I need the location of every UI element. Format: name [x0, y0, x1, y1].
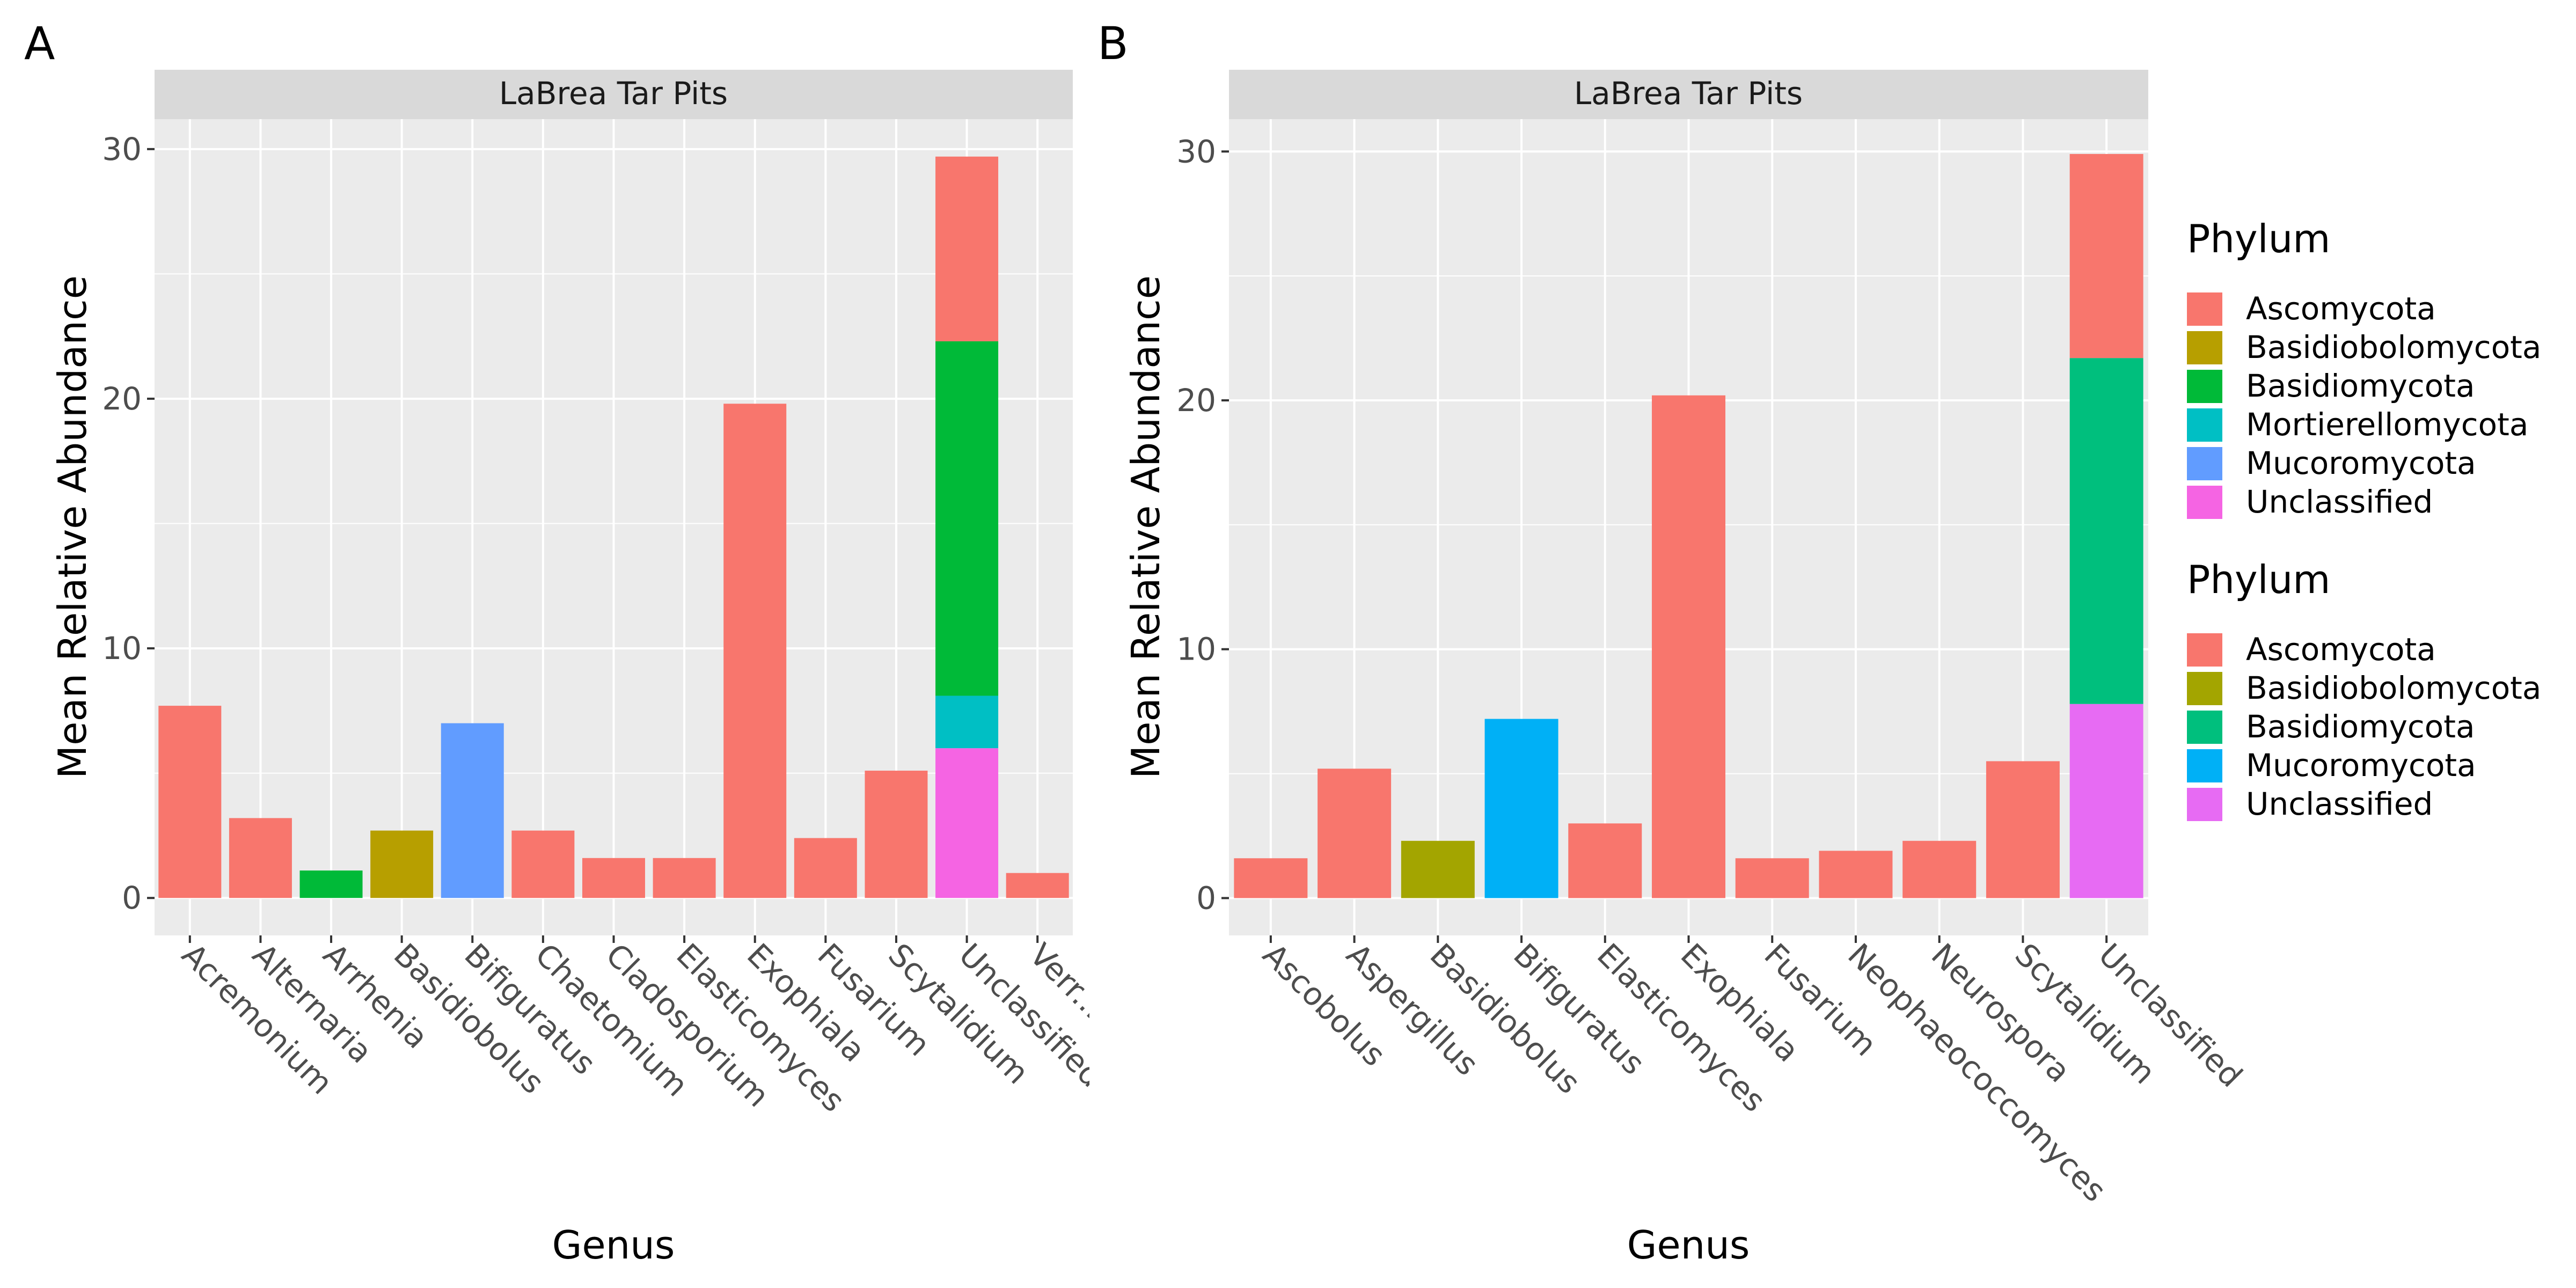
legend-phylum-a: Phylum AscomycotaBasidiobolomycotaBasidio… — [2187, 216, 2541, 520]
bar-segment — [1401, 840, 1475, 898]
bar-segment — [935, 696, 999, 749]
bar-segment — [299, 870, 363, 898]
legend-label: Mucoromycota — [2246, 445, 2476, 481]
bar-segment — [1484, 719, 1558, 898]
y-tick-label: 20 — [1176, 382, 1216, 419]
y-tick-label: 10 — [102, 630, 142, 667]
panel-a-x-axis-title: Genus — [552, 1223, 675, 1268]
panel-a-y-ticks: 0 10 20 30 — [102, 131, 155, 916]
bar-segment — [2069, 358, 2143, 704]
x-tick-label: Unclassified — [2091, 936, 2249, 1094]
legend-label: Basidiomycota — [2246, 368, 2475, 404]
legend-label: Ascomycota — [2246, 290, 2436, 327]
bar-segment — [229, 818, 292, 898]
legend-swatch — [2187, 788, 2222, 821]
legend-label: Basidiomycota — [2246, 708, 2475, 745]
legend-label: Mucoromycota — [2246, 747, 2476, 784]
legend-swatch — [2187, 672, 2222, 705]
y-tick-label: 30 — [102, 131, 142, 167]
bar-segment — [865, 771, 928, 898]
panel-b: B LaBrea Tar Pits 0 10 20 30 AscobolusAsper… — [1097, 17, 2250, 1268]
legend-label: Basidiobolomycota — [2246, 329, 2541, 365]
bar-segment — [1234, 858, 1308, 898]
bar-segment — [1568, 823, 1642, 898]
legend-title: Phylum — [2187, 557, 2330, 602]
bar-segment — [2069, 704, 2143, 898]
bar-segment — [1819, 851, 1893, 898]
bar-segment — [723, 404, 787, 898]
panel-a-strip — [155, 70, 1073, 119]
x-tick-labels: AcremoniumAlternariaArrheniaBasidiobolus… — [175, 936, 1089, 1119]
bar-segment — [370, 830, 434, 898]
panel-b-tag: B — [1097, 17, 1129, 70]
bar-segment — [1006, 873, 1069, 898]
bar-segment — [441, 723, 504, 898]
bar-segment — [1735, 858, 1809, 898]
legend-swatch — [2187, 370, 2222, 403]
panel-a: A LaBrea Tar Pits 0 10 20 30 AcremoniumAlte… — [24, 17, 1089, 1268]
legend-swatch — [2187, 292, 2222, 326]
bar-segment — [582, 858, 645, 898]
panel-b-strip-label: LaBrea Tar Pits — [1574, 75, 1803, 112]
panel-a-y-axis-title: Mean Relative Abundance — [50, 275, 95, 779]
legend-swatch — [2187, 331, 2222, 364]
legend-title: Phylum — [2187, 216, 2330, 261]
bar-segment — [935, 748, 999, 898]
bar-segment — [794, 838, 857, 898]
y-tick-label: 10 — [1176, 631, 1216, 668]
legend-label: Unclassified — [2246, 484, 2433, 520]
legend-swatch — [2187, 486, 2222, 519]
y-tick-label: 0 — [1196, 880, 1216, 916]
bar-segment — [511, 830, 575, 898]
panel-b-x-ticks: AscobolusAspergillusBasidiobolusBifigura… — [1256, 935, 2250, 1209]
legend-label: Unclassified — [2246, 786, 2433, 822]
bar-segment — [158, 706, 222, 898]
y-tick-label: 20 — [102, 380, 142, 417]
bar-segment — [935, 156, 999, 341]
y-tick-label: 0 — [122, 880, 142, 916]
bar-segment — [1652, 395, 1725, 898]
panel-b-bars — [1234, 153, 2143, 898]
panel-a-tag: A — [24, 17, 55, 70]
legend-swatch — [2187, 447, 2222, 480]
panel-b-y-axis-title: Mean Relative Abundance — [1123, 275, 1168, 779]
legend-swatch — [2187, 749, 2222, 782]
y-tick-label: 30 — [1176, 133, 1216, 170]
legend-swatch — [2187, 633, 2222, 667]
bar-segment — [1902, 840, 1977, 898]
legend-label: Mortierellomycota — [2246, 406, 2528, 443]
legend-label: Ascomycota — [2246, 631, 2436, 668]
panel-a-x-ticks: AcremoniumAlternariaArrheniaBasidiobolus… — [175, 935, 1089, 1119]
legend-swatch — [2187, 711, 2222, 744]
legend-phylum-b: Phylum AscomycotaBasidiobolomycotaBasidio… — [2187, 557, 2541, 822]
legend-swatch — [2187, 408, 2222, 442]
panel-b-y-ticks: 0 10 20 30 — [1176, 133, 1229, 916]
panel-b-x-axis-title: Genus — [1627, 1223, 1750, 1268]
bar-segment — [935, 341, 999, 696]
panel-a-bars — [158, 156, 1069, 898]
bar-segment — [1986, 761, 2060, 898]
legend-label: Basidiobolomycota — [2246, 670, 2541, 706]
bar-segment — [2069, 153, 2143, 358]
panel-b-strip — [1229, 70, 2148, 119]
bar-segment — [653, 858, 716, 898]
bar-segment — [1318, 769, 1392, 898]
x-tick-labels: AscobolusAspergillusBasidiobolusBifigura… — [1256, 936, 2250, 1209]
panel-a-strip-label: LaBrea Tar Pits — [499, 75, 728, 112]
